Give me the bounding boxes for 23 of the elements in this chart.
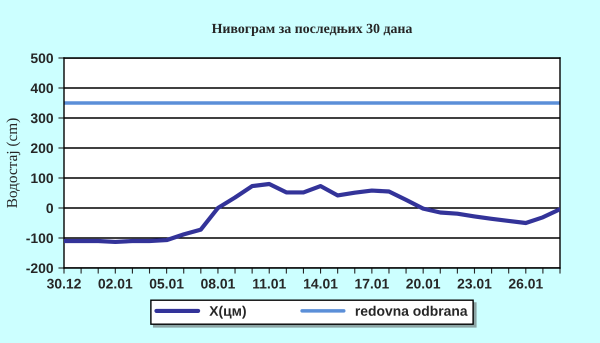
y-axis-title: Водостај (cm) <box>6 118 20 208</box>
x-tick-label: 05.01 <box>150 278 184 289</box>
y-tick-label: -200 <box>26 263 54 274</box>
chart-title: Нивограм за последњих 30 дана <box>212 24 412 36</box>
y-tick-label: 300 <box>30 113 54 124</box>
y-tick-label: 100 <box>31 173 54 184</box>
x-tick-label: 02.01 <box>98 278 132 289</box>
y-tick-label: 200 <box>30 143 54 154</box>
y-tick-label: -100 <box>26 233 54 244</box>
x-tick-label: 23.01 <box>458 278 492 289</box>
x-tick-label: 20.01 <box>406 278 440 289</box>
x-tick-label: 26.01 <box>508 278 543 289</box>
y-tick-label: 400 <box>30 83 54 94</box>
x-tick-label: 17.01 <box>355 278 389 289</box>
legend-label: redovna odbrana <box>356 306 468 316</box>
line-series <box>64 182 560 244</box>
y-tick-label: 500 <box>30 53 54 64</box>
x-tick-label: 08.01 <box>201 278 235 289</box>
y-tick-label: 0 <box>46 203 54 214</box>
x-tick-label: 14.01 <box>304 278 338 289</box>
x-tick-label: 30.12 <box>46 278 81 289</box>
x-tick-label: 11.01 <box>253 278 286 289</box>
legend-label: X(цм) <box>209 306 246 319</box>
